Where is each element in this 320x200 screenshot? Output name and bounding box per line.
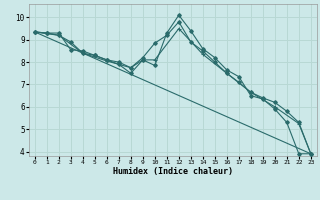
- X-axis label: Humidex (Indice chaleur): Humidex (Indice chaleur): [113, 167, 233, 176]
